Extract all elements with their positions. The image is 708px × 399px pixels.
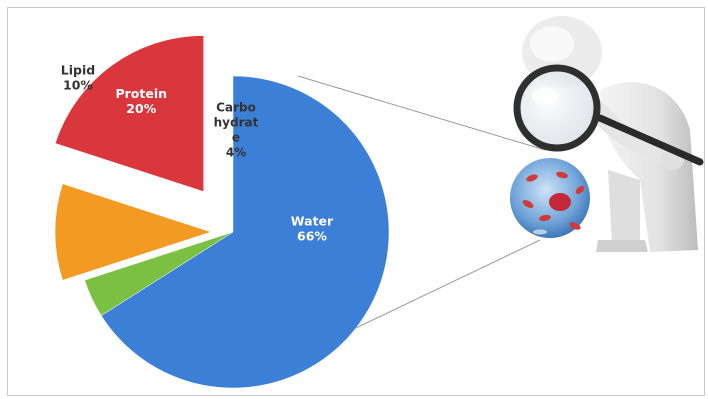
magnifier-person-illustration xyxy=(513,16,704,252)
data-label-water: Water 66% xyxy=(291,214,334,244)
pie-slice-protein xyxy=(54,35,204,192)
data-label-protein: Protein 20% xyxy=(115,86,167,116)
data-label-carbo-hydrate: Carbo hydrat e 4% xyxy=(214,101,259,160)
pie-slice-water xyxy=(100,75,390,389)
cell-illustration xyxy=(510,158,590,238)
pie-slice-lipid xyxy=(54,183,212,281)
pie-slices xyxy=(54,35,390,389)
pie-slice-carbo-hydrate xyxy=(84,231,234,316)
data-label-lipid: Lipid 10% xyxy=(61,63,95,93)
pie-labels: Water 66% Carbo hydrat e 4% Lipid 10% Protein 20% xyxy=(61,63,334,244)
figure-frame xyxy=(7,7,705,396)
